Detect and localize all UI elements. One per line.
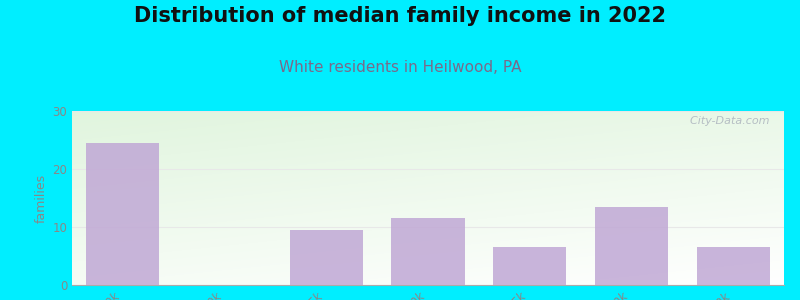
Bar	[290, 230, 363, 285]
Y-axis label: families: families	[35, 173, 48, 223]
Text: City-Data.com: City-Data.com	[683, 116, 770, 126]
Bar	[86, 143, 159, 285]
Bar	[493, 247, 566, 285]
Bar	[595, 207, 668, 285]
Bar	[391, 218, 465, 285]
Text: White residents in Heilwood, PA: White residents in Heilwood, PA	[278, 60, 522, 75]
Bar	[697, 247, 770, 285]
Text: Distribution of median family income in 2022: Distribution of median family income in …	[134, 6, 666, 26]
